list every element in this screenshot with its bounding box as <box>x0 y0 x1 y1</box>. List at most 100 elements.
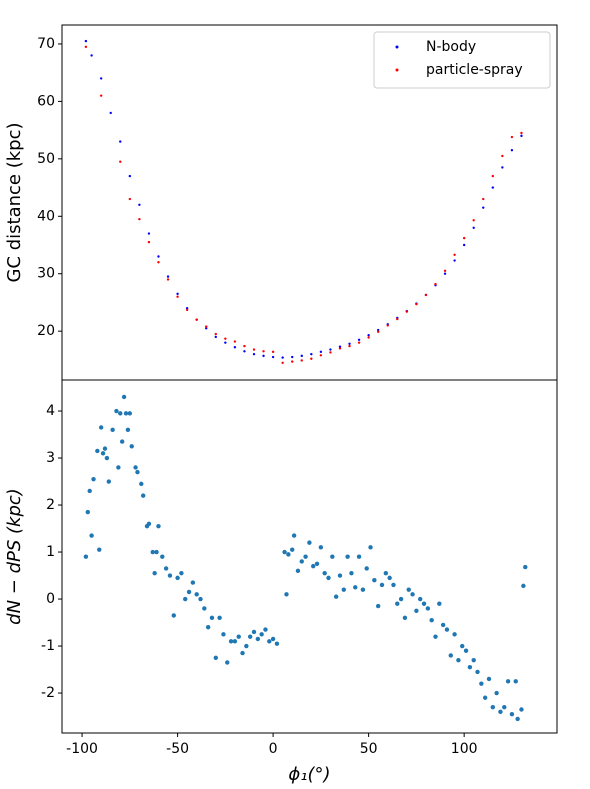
point <box>348 342 351 346</box>
point <box>521 583 526 589</box>
point <box>83 554 89 559</box>
point <box>434 282 437 286</box>
point <box>186 589 192 595</box>
point <box>509 711 515 717</box>
point <box>376 330 380 333</box>
point <box>147 232 151 235</box>
point <box>209 615 215 621</box>
point <box>166 275 170 278</box>
point <box>236 634 241 639</box>
point <box>494 690 499 696</box>
point <box>119 140 122 143</box>
point <box>214 335 217 339</box>
point <box>156 523 161 529</box>
point <box>217 615 222 621</box>
point <box>319 350 323 354</box>
point <box>118 411 123 416</box>
point <box>462 236 466 240</box>
point <box>357 341 361 344</box>
point <box>150 549 155 555</box>
point <box>146 521 152 527</box>
point <box>341 587 346 592</box>
point <box>425 606 431 611</box>
point <box>202 606 207 611</box>
point <box>326 575 331 581</box>
y-tick-label: 20 <box>37 323 55 339</box>
y-tick-label: 1 <box>46 544 55 560</box>
point <box>290 547 295 552</box>
point <box>152 570 157 576</box>
point <box>129 444 134 449</box>
point <box>225 660 230 665</box>
point <box>498 709 503 715</box>
point <box>284 592 289 597</box>
point <box>221 632 226 637</box>
point <box>364 566 369 571</box>
x-tick-label: 50 <box>360 741 378 757</box>
point <box>523 564 528 570</box>
point <box>133 465 138 470</box>
point <box>329 348 332 351</box>
point <box>119 439 125 444</box>
point <box>368 545 373 550</box>
legend-marker <box>395 68 399 72</box>
point <box>154 549 159 555</box>
legend-label: particle-spray <box>426 62 523 78</box>
point <box>513 679 518 684</box>
point <box>214 332 217 336</box>
point <box>406 587 411 592</box>
point <box>84 45 88 49</box>
point <box>282 549 287 555</box>
point <box>121 394 127 400</box>
point <box>171 613 176 618</box>
point <box>333 594 339 599</box>
point <box>205 625 211 630</box>
point <box>87 488 92 494</box>
point <box>433 634 438 639</box>
point <box>91 476 96 482</box>
point <box>482 197 485 201</box>
point <box>353 585 358 590</box>
x-axis-label: ϕ₁(°) <box>288 764 330 785</box>
axes-frame <box>61 379 558 734</box>
point <box>251 629 257 635</box>
y-tick-label: 40 <box>37 208 55 224</box>
point <box>386 324 389 327</box>
point <box>128 197 132 201</box>
point <box>135 469 140 475</box>
point <box>138 217 141 221</box>
point <box>402 615 408 621</box>
point <box>190 580 196 585</box>
point <box>205 327 208 330</box>
point <box>440 622 446 628</box>
point <box>110 427 115 433</box>
point <box>252 348 256 351</box>
point <box>267 639 272 644</box>
point <box>259 632 264 637</box>
point <box>270 636 276 642</box>
point <box>456 657 461 663</box>
y-axis-label: dN − dPS (kpc) <box>4 488 25 625</box>
point <box>243 350 246 353</box>
point <box>491 186 495 189</box>
y-tick-label: 3 <box>46 450 55 466</box>
y-tick-label: 30 <box>37 266 55 282</box>
point <box>383 570 389 576</box>
point <box>345 554 350 559</box>
point <box>515 716 520 722</box>
point <box>233 346 237 349</box>
point <box>467 664 473 670</box>
point <box>224 337 227 340</box>
point <box>387 575 392 581</box>
point <box>271 355 275 359</box>
point <box>448 653 453 658</box>
point <box>490 704 496 710</box>
x-tick-label: 0 <box>269 741 278 757</box>
point <box>410 592 415 597</box>
point <box>300 354 303 358</box>
point <box>482 695 488 700</box>
point <box>274 641 280 646</box>
point <box>310 352 313 356</box>
point <box>228 639 234 644</box>
